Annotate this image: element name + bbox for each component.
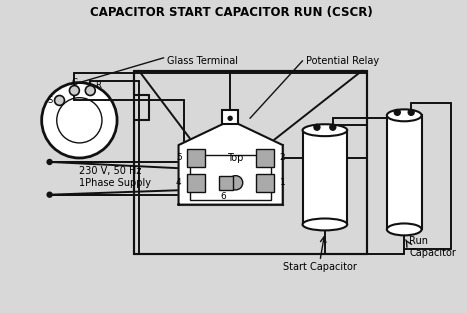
Text: 2: 2 [280, 153, 285, 162]
Circle shape [228, 176, 243, 190]
Text: 6: 6 [221, 192, 226, 201]
Circle shape [394, 109, 400, 115]
Text: Start Capacitor: Start Capacitor [283, 262, 357, 272]
Text: Run
Capacitor: Run Capacitor [409, 236, 456, 258]
Circle shape [55, 95, 64, 105]
Text: Potential Relay: Potential Relay [305, 56, 379, 66]
Ellipse shape [303, 124, 347, 136]
Circle shape [314, 124, 320, 130]
Text: CAPACITOR START CAPACITOR RUN (CSCR): CAPACITOR START CAPACITOR RUN (CSCR) [90, 6, 373, 19]
Circle shape [330, 124, 336, 130]
Text: 230 V, 50 Hz
1Phase Supply: 230 V, 50 Hz 1Phase Supply [79, 166, 151, 187]
Text: Top: Top [227, 153, 244, 163]
Circle shape [85, 85, 95, 95]
Bar [191, 155, 271, 200]
Text: S: S [48, 96, 53, 105]
Circle shape [228, 116, 232, 120]
Bar [134, 71, 367, 254]
Bar [187, 174, 205, 192]
Bar [303, 130, 347, 224]
Ellipse shape [303, 218, 347, 230]
Bar [256, 174, 274, 192]
Ellipse shape [387, 109, 422, 121]
Bar [219, 176, 233, 190]
Ellipse shape [387, 223, 422, 235]
Circle shape [47, 160, 52, 164]
Text: 1: 1 [280, 178, 285, 187]
Text: Glass Terminal: Glass Terminal [167, 56, 238, 66]
Circle shape [70, 85, 79, 95]
Polygon shape [178, 120, 283, 205]
Text: R: R [95, 81, 101, 90]
Bar [187, 149, 205, 167]
Circle shape [408, 109, 414, 115]
Circle shape [42, 83, 117, 158]
Text: 5: 5 [176, 153, 182, 162]
Text: 4: 4 [176, 178, 182, 187]
Bar [256, 149, 274, 167]
Bar [387, 115, 422, 229]
Bar [222, 110, 238, 124]
Bar [178, 145, 283, 205]
Text: C: C [71, 78, 78, 87]
Circle shape [47, 192, 52, 197]
